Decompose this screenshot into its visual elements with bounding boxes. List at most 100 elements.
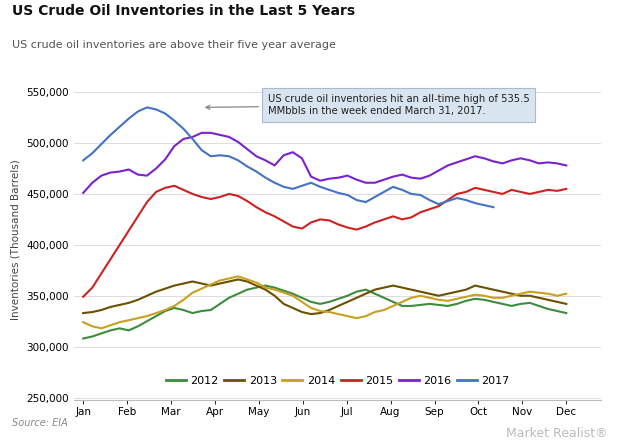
2017 bbox=[262, 175, 269, 180]
Line: 2012: 2012 bbox=[83, 285, 566, 338]
2017 bbox=[180, 126, 187, 131]
2016 bbox=[562, 163, 570, 168]
2017 bbox=[89, 151, 96, 156]
2017 bbox=[362, 199, 370, 205]
2012 bbox=[380, 295, 388, 301]
2014 bbox=[234, 274, 242, 279]
2017 bbox=[143, 105, 151, 110]
Line: 2015: 2015 bbox=[83, 186, 566, 297]
2017 bbox=[107, 132, 114, 138]
2017 bbox=[198, 147, 205, 153]
2017 bbox=[353, 198, 360, 203]
2017 bbox=[480, 202, 488, 208]
2017 bbox=[161, 111, 169, 116]
2015 bbox=[170, 183, 178, 188]
2013 bbox=[380, 285, 388, 290]
Y-axis label: Inventories (Thousand Barrels): Inventories (Thousand Barrels) bbox=[11, 159, 20, 320]
2012 bbox=[262, 283, 269, 288]
2016 bbox=[271, 163, 278, 168]
2014 bbox=[170, 303, 178, 309]
Text: US crude oil inventories hit an all-time high of 535.5
MMbbls in the week ended : US crude oil inventories hit an all-time… bbox=[206, 94, 529, 116]
2017 bbox=[289, 186, 296, 191]
2013 bbox=[389, 283, 397, 288]
Line: 2016: 2016 bbox=[83, 133, 566, 193]
2012 bbox=[371, 291, 379, 297]
2015 bbox=[417, 210, 424, 215]
2014 bbox=[280, 290, 288, 295]
2013 bbox=[426, 291, 433, 297]
2014 bbox=[562, 291, 570, 297]
Line: 2013: 2013 bbox=[83, 279, 566, 314]
2017 bbox=[417, 192, 424, 198]
2017 bbox=[380, 189, 388, 194]
2015 bbox=[353, 227, 360, 232]
Line: 2017: 2017 bbox=[83, 107, 494, 207]
2017 bbox=[389, 184, 397, 190]
2017 bbox=[463, 198, 470, 203]
2017 bbox=[207, 154, 215, 159]
2013 bbox=[271, 293, 278, 298]
2017 bbox=[399, 187, 406, 193]
2016 bbox=[161, 157, 169, 162]
2016 bbox=[417, 176, 424, 181]
2016 bbox=[380, 177, 388, 182]
2013 bbox=[362, 291, 370, 297]
2016 bbox=[198, 130, 205, 135]
2017 bbox=[170, 118, 178, 123]
2015 bbox=[271, 214, 278, 219]
2017 bbox=[298, 183, 306, 188]
2016 bbox=[371, 180, 379, 186]
2016 bbox=[79, 190, 87, 196]
Text: Source: EIA: Source: EIA bbox=[12, 418, 68, 428]
2014 bbox=[389, 303, 397, 309]
2012 bbox=[562, 310, 570, 316]
2017 bbox=[252, 169, 260, 174]
2015 bbox=[371, 220, 379, 225]
2017 bbox=[308, 180, 315, 186]
Text: US Crude Oil Inventories in the Last 5 Years: US Crude Oil Inventories in the Last 5 Y… bbox=[12, 4, 355, 19]
Line: 2014: 2014 bbox=[83, 277, 566, 328]
2017 bbox=[426, 198, 433, 203]
2017 bbox=[453, 195, 461, 201]
2017 bbox=[134, 109, 141, 114]
2017 bbox=[225, 154, 232, 159]
2015 bbox=[161, 185, 169, 190]
2017 bbox=[316, 184, 324, 190]
2012 bbox=[161, 309, 169, 314]
2016 bbox=[353, 177, 360, 182]
2013 bbox=[79, 310, 87, 316]
2017 bbox=[407, 191, 415, 197]
2017 bbox=[271, 180, 278, 186]
2017 bbox=[125, 116, 133, 121]
2012 bbox=[79, 336, 87, 341]
2012 bbox=[353, 289, 360, 294]
2017 bbox=[189, 136, 197, 142]
2017 bbox=[98, 141, 105, 147]
2017 bbox=[216, 153, 224, 158]
2013 bbox=[161, 286, 169, 291]
2017 bbox=[280, 184, 288, 190]
2017 bbox=[435, 202, 443, 207]
2014 bbox=[362, 313, 370, 319]
2017 bbox=[234, 158, 242, 163]
2017 bbox=[371, 194, 379, 200]
2014 bbox=[98, 325, 105, 331]
2013 bbox=[234, 277, 242, 282]
Text: Market Realist®: Market Realist® bbox=[506, 427, 608, 440]
2017 bbox=[471, 200, 479, 206]
2017 bbox=[344, 192, 352, 198]
2017 bbox=[116, 124, 123, 129]
2012 bbox=[271, 285, 278, 290]
2015 bbox=[79, 294, 87, 299]
2014 bbox=[79, 320, 87, 325]
2015 bbox=[562, 186, 570, 191]
2017 bbox=[490, 205, 497, 210]
2017 bbox=[244, 164, 251, 169]
2012 bbox=[417, 302, 424, 308]
2014 bbox=[380, 307, 388, 313]
2017 bbox=[153, 107, 160, 112]
Legend: 2012, 2013, 2014, 2015, 2016, 2017: 2012, 2013, 2014, 2015, 2016, 2017 bbox=[162, 372, 514, 391]
2017 bbox=[326, 187, 333, 193]
2015 bbox=[380, 217, 388, 222]
2013 bbox=[308, 311, 315, 317]
